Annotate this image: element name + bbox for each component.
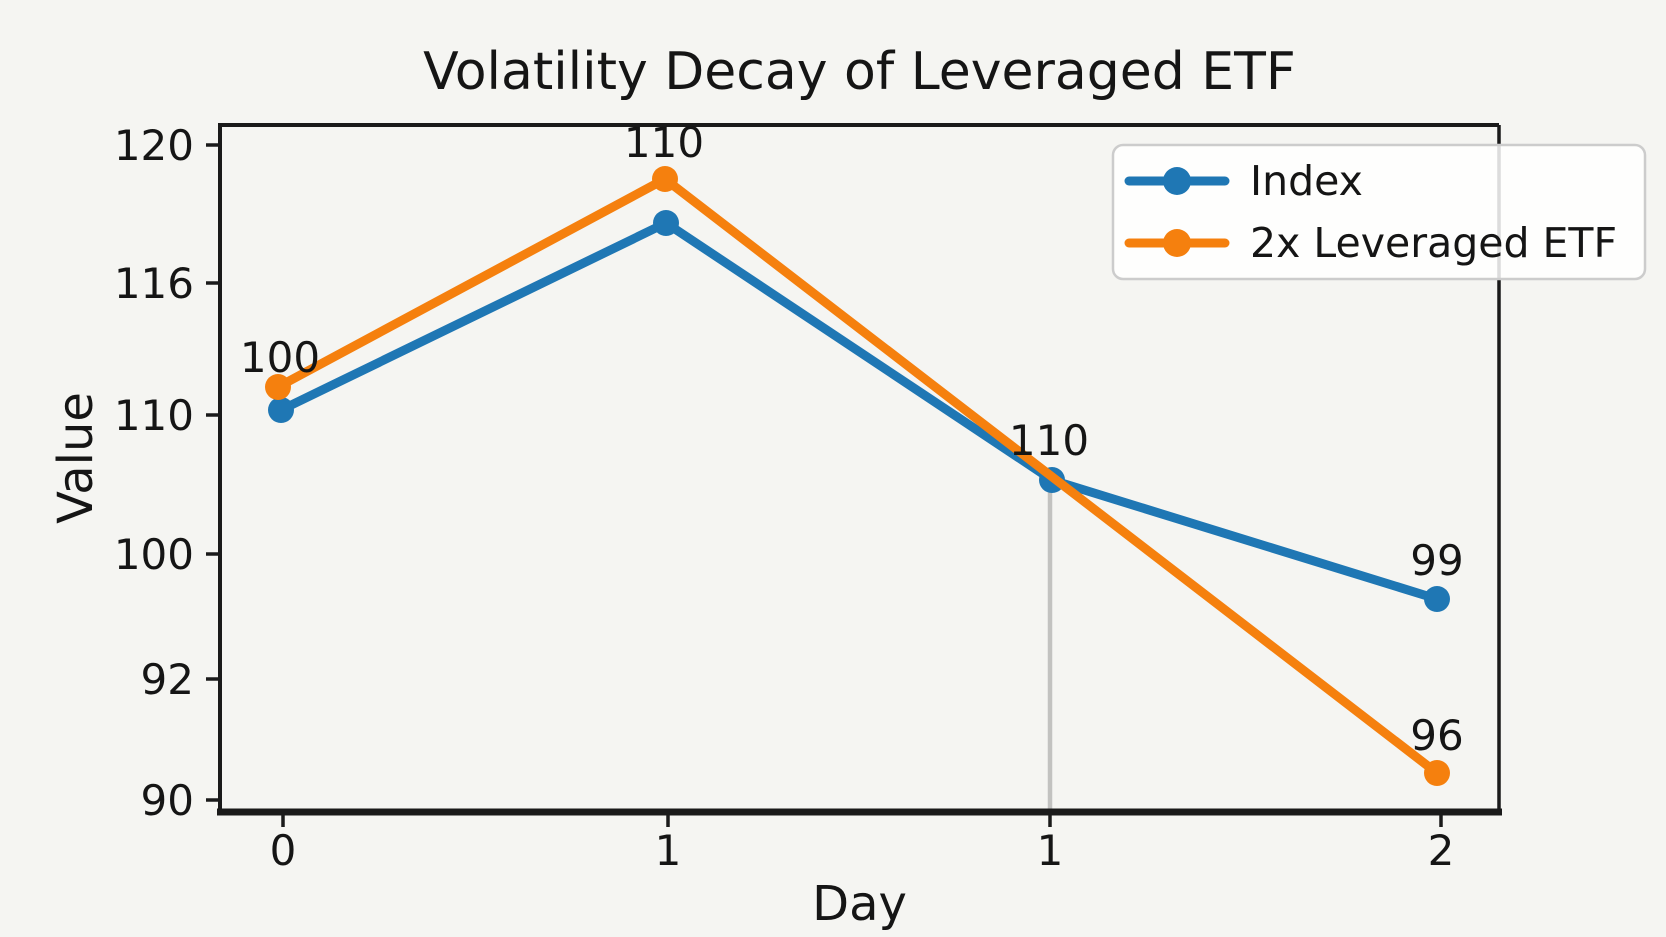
point-label: 100 xyxy=(240,333,320,382)
x-axis-label: Day xyxy=(812,876,907,932)
legend-label-leveraged-etf: 2x Leveraged ETF xyxy=(1250,219,1617,267)
series-marker-index xyxy=(1424,586,1450,612)
y-tick-label: 92 xyxy=(141,655,194,704)
x-tick-label: 1 xyxy=(1037,826,1064,875)
y-tick-label: 120 xyxy=(114,121,194,170)
series-line-index xyxy=(276,218,1442,604)
y-tick-label: 90 xyxy=(141,776,194,825)
x-tick-label: 1 xyxy=(655,826,682,875)
point-label: 110 xyxy=(624,118,704,167)
series-marker-leveraged-etf xyxy=(652,166,678,192)
legend-label-index: Index xyxy=(1250,157,1363,205)
x-tick-label: 2 xyxy=(1428,826,1455,875)
x-tick-label: 0 xyxy=(270,826,297,875)
legend-box xyxy=(1111,143,1647,281)
legend-marker-index xyxy=(1163,167,1191,195)
series-marker-index xyxy=(268,397,294,423)
series-marker-leveraged-etf xyxy=(265,374,291,400)
point-label: 99 xyxy=(1410,536,1463,585)
y-tick-label: 116 xyxy=(114,259,194,308)
y-tick-label: 100 xyxy=(114,530,194,579)
point-label: 96 xyxy=(1410,711,1463,760)
series-marker-leveraged-etf xyxy=(1424,760,1450,786)
legend-marker-leveraged-etf xyxy=(1163,229,1191,257)
point-label: 110 xyxy=(1009,416,1089,465)
chart-title: Volatility Decay of Leveraged ETF xyxy=(423,42,1296,102)
series-marker-index xyxy=(653,210,679,236)
y-axis-label: Value xyxy=(48,392,104,524)
y-tick-label: 110 xyxy=(114,391,194,440)
